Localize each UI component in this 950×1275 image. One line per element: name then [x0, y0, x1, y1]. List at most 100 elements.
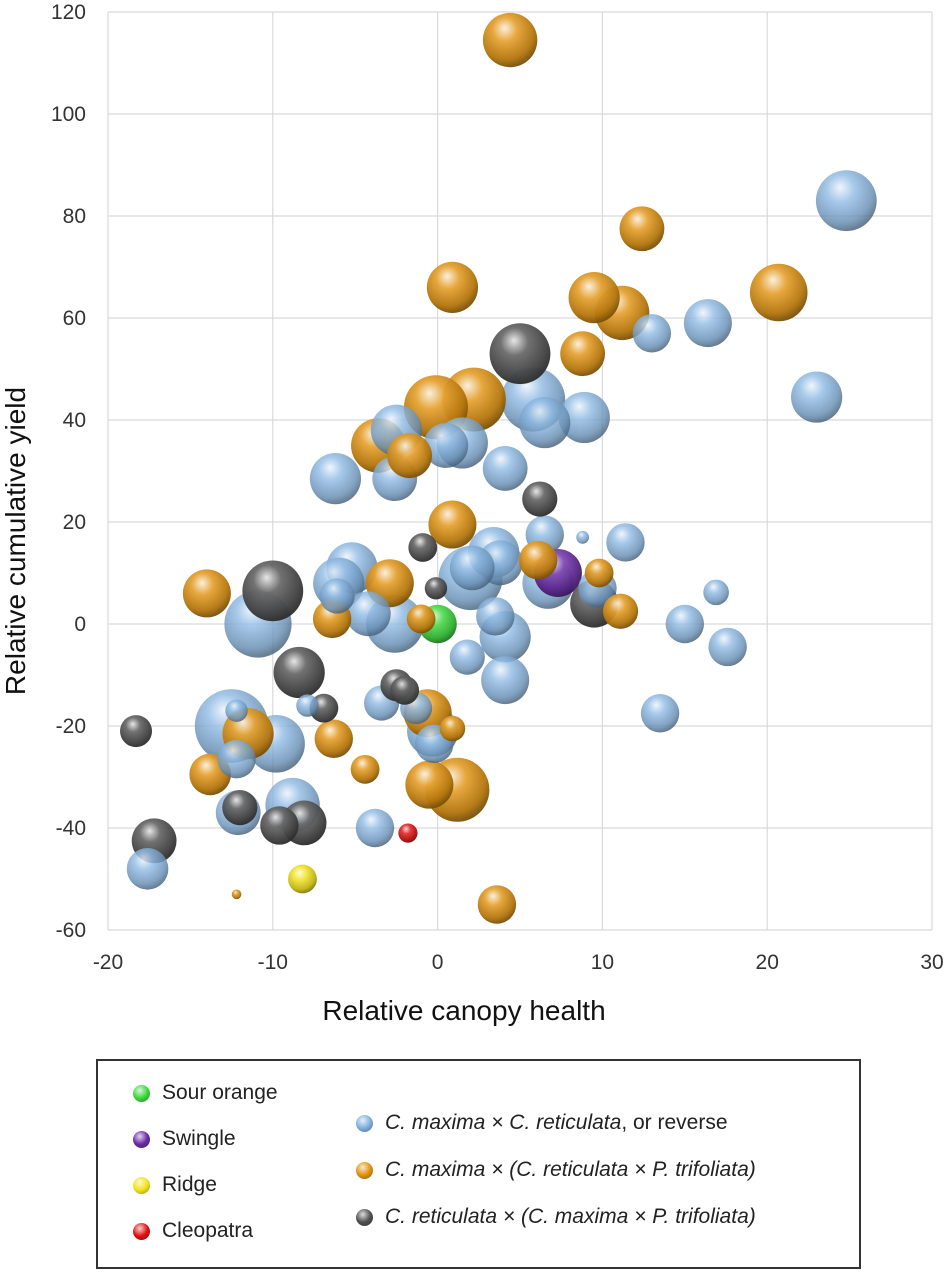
bubble-point [602, 593, 639, 629]
bubble-point [606, 523, 645, 562]
y-tick-label: 40 [63, 409, 86, 432]
bubble-point [640, 694, 680, 733]
bubble-point [481, 656, 530, 705]
y-tick-label: 20 [63, 511, 86, 534]
y-tick-label: -40 [56, 817, 86, 840]
bubble-point [477, 885, 517, 924]
bubble-point [428, 500, 477, 549]
x-tick-label: 20 [756, 951, 779, 974]
y-tick-label: 120 [51, 1, 86, 24]
legend-entry: C. maxima × (C. reticulata × P. trifolia… [356, 1158, 756, 1182]
bubble-point [424, 577, 448, 600]
bubble-point [749, 263, 808, 322]
legend-label: Sour orange [162, 1081, 278, 1104]
y-tick-label: 0 [74, 613, 86, 636]
bubble-point [426, 261, 479, 313]
legend-swatch [356, 1114, 373, 1132]
legend: Sour orange Swingle Ridge Cleopatra C. maxi… [96, 1059, 861, 1269]
bubble-point [345, 591, 391, 637]
bubble-chart: -20 -10 0 10 20 30 -60 -40 -20 0 20 40 60 80 100 120 Re… [0, 1, 944, 1026]
bubble-point [319, 578, 355, 614]
legend-entry: Swingle [133, 1127, 236, 1151]
x-tick-label: 30 [920, 951, 943, 974]
bubble-point [522, 481, 558, 517]
legend-label: Ridge [162, 1173, 217, 1196]
tick-labels: -20 -10 0 10 20 30 -60 -40 -20 0 20 40 60 80 100 120 [51, 1, 944, 974]
legend-label-italic: C. maxima × C. reticulata [385, 1111, 622, 1134]
bubble-point [309, 453, 362, 505]
bubble-point [423, 423, 469, 468]
bubble-point [390, 675, 420, 705]
legend-swatch [133, 1084, 150, 1102]
bubble-point [222, 790, 258, 826]
x-tick-label: 0 [432, 951, 444, 974]
bubble-point [482, 446, 528, 491]
bubble-point [355, 808, 395, 848]
bubble-point [439, 715, 466, 742]
legend-swatch [133, 1176, 150, 1194]
legend-entry: Ridge [133, 1173, 217, 1197]
bubble-point [182, 569, 231, 618]
legend-swatch [133, 1222, 150, 1240]
y-tick-label: 100 [51, 103, 86, 126]
bubble-point [350, 754, 380, 784]
bubble-point [519, 396, 571, 449]
bubble-point [217, 739, 256, 779]
bubble-point [296, 694, 319, 717]
bubble-layer [120, 12, 877, 924]
bubble-point [482, 12, 538, 68]
y-tick-label: 80 [63, 205, 86, 228]
bubble-point [120, 715, 153, 748]
bubble-point [568, 272, 620, 324]
y-axis-title: Relative cumulative yield [0, 387, 31, 695]
bubble-point [632, 314, 672, 353]
y-tick-label: -20 [56, 715, 86, 738]
grid [107, 11, 933, 931]
bubble-point [398, 823, 418, 843]
legend-entry: C. maxima × C. reticulata, or reverse [356, 1111, 728, 1135]
bubble-point [288, 864, 317, 894]
legend-label: Cleopatra [162, 1219, 254, 1242]
bubble-point [387, 433, 432, 479]
legend-label-italic: C. maxima × (C. reticulata × P. trifolia… [385, 1158, 756, 1181]
legend-swatch [356, 1208, 373, 1226]
legend-entry: Sour orange [133, 1081, 278, 1105]
bubble-point [703, 579, 729, 606]
legend-label-italic: C. reticulata × (C. maxima × P. trifolia… [385, 1205, 756, 1228]
y-tick-label: 60 [63, 307, 86, 330]
x-axis-title: Relative canopy health [322, 995, 605, 1026]
bubble-point [260, 806, 299, 845]
bubble-point [225, 699, 248, 722]
bubble-point [708, 627, 747, 667]
bubble-point [619, 206, 665, 252]
bubble-point [665, 604, 704, 644]
legend-swatch [356, 1161, 373, 1179]
bubble-point [449, 545, 495, 591]
bubble-point [476, 597, 515, 636]
bubble-point [405, 760, 454, 809]
bubble-point [558, 391, 610, 444]
legend-entry: Cleopatra [133, 1219, 253, 1243]
legend-entry: C. reticulata × (C. maxima × P. trifolia… [356, 1205, 756, 1229]
x-tick-label: 10 [591, 951, 614, 974]
bubble-point [449, 639, 485, 675]
bubble-point [576, 530, 590, 544]
bubble-point [815, 170, 877, 232]
legend-label-plain: , or reverse [621, 1111, 728, 1134]
bubble-point [584, 558, 614, 588]
bubble-point [231, 889, 242, 900]
bubble-point [242, 560, 304, 622]
bubble-point [791, 371, 843, 423]
bubble-point [683, 299, 732, 348]
bubble-point [408, 533, 438, 562]
y-tick-label: -60 [56, 919, 86, 942]
x-tick-label: -20 [93, 951, 123, 974]
bubble-point [314, 719, 353, 758]
legend-label: Swingle [162, 1127, 236, 1150]
bubble-point [126, 848, 169, 890]
bubble-point [518, 541, 558, 580]
bubble-point [273, 646, 325, 699]
bubble-point [406, 604, 436, 634]
bubble-point [489, 323, 551, 385]
legend-swatch [133, 1130, 150, 1148]
